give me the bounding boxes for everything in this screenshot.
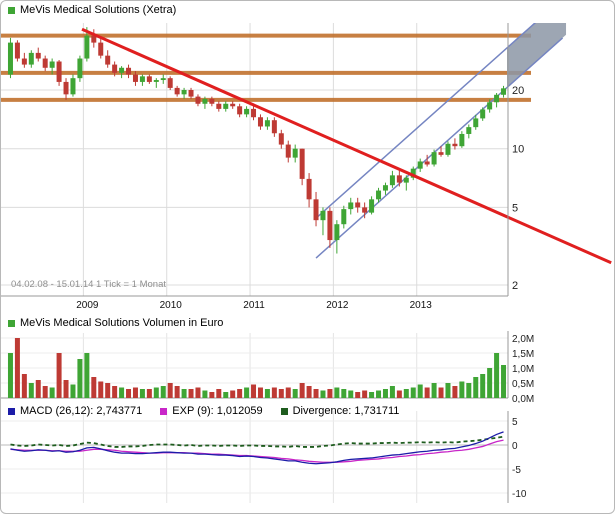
volume-axis: 2,0M 1,5M 1,0M 0,5M 0,0M bbox=[507, 331, 534, 403]
volume-panel-header: MeVis Medical Solutions Volumen in Euro bbox=[8, 317, 223, 329]
candlesticks bbox=[7, 27, 507, 254]
macd-chart-canvas: 5 0 -5 -10 bbox=[1, 411, 527, 503]
svg-text:1,0M: 1,0M bbox=[512, 364, 534, 375]
svg-text:-10: -10 bbox=[512, 489, 527, 500]
svg-text:10: 10 bbox=[512, 144, 524, 156]
macd-value-label: MACD (26,12): 2,743771 bbox=[20, 405, 143, 417]
divergence-value-label: Divergence: 1,731711 bbox=[292, 405, 400, 417]
divergence-legend-item: Divergence: 1,731711 bbox=[280, 405, 400, 417]
series-marker-icon bbox=[8, 6, 15, 14]
svg-text:2,0M: 2,0M bbox=[512, 334, 534, 345]
exp-series-marker-icon bbox=[160, 407, 168, 415]
price-chart-title: MeVis Medical Solutions (Xetra) bbox=[20, 4, 177, 16]
volume-chart-title: MeVis Medical Solutions Volumen in Euro bbox=[20, 317, 224, 329]
exp-legend-item: EXP (9): 1,012059 bbox=[160, 405, 263, 417]
macd-legend: MACD (26,12): 2,743771 EXP (9): 1,012059… bbox=[8, 405, 417, 417]
svg-text:20: 20 bbox=[512, 85, 524, 97]
series-marker-icon bbox=[8, 319, 15, 327]
svg-text:-5: -5 bbox=[512, 465, 521, 476]
svg-text:2010: 2010 bbox=[160, 300, 183, 311]
svg-text:5: 5 bbox=[512, 417, 518, 428]
exp-value-label: EXP (9): 1,012059 bbox=[172, 405, 263, 417]
svg-text:2: 2 bbox=[512, 280, 518, 292]
svg-text:0,0M: 0,0M bbox=[512, 394, 534, 403]
macd-lines bbox=[10, 431, 504, 465]
svg-text:0: 0 bbox=[512, 441, 518, 452]
macd-legend-item: MACD (26,12): 2,743771 bbox=[8, 405, 142, 417]
svg-text:2013: 2013 bbox=[410, 300, 433, 311]
volume-bars bbox=[7, 338, 507, 398]
date-range-label: 04.02.08 - 15.01.14 1 Tick = 1 Monat bbox=[11, 279, 167, 290]
downtrend-line bbox=[81, 27, 612, 265]
price-panel-header: MeVis Medical Solutions (Xetra) bbox=[8, 4, 176, 16]
uptrend-channel bbox=[315, 23, 567, 259]
divergence-series-marker-icon bbox=[280, 407, 288, 415]
price-grid bbox=[1, 23, 508, 296]
svg-text:2009: 2009 bbox=[76, 300, 99, 311]
svg-text:5: 5 bbox=[512, 202, 518, 214]
macd-series-marker-icon bbox=[8, 407, 15, 415]
svg-text:1,5M: 1,5M bbox=[512, 349, 534, 360]
svg-text:2012: 2012 bbox=[326, 300, 349, 311]
svg-text:0,5M: 0,5M bbox=[512, 379, 534, 390]
volume-chart-canvas: 2,0M 1,5M 1,0M 0,5M 0,0M bbox=[1, 331, 534, 403]
svg-text:2011: 2011 bbox=[243, 300, 265, 311]
macd-axis: 5 0 -5 -10 bbox=[507, 411, 527, 503]
